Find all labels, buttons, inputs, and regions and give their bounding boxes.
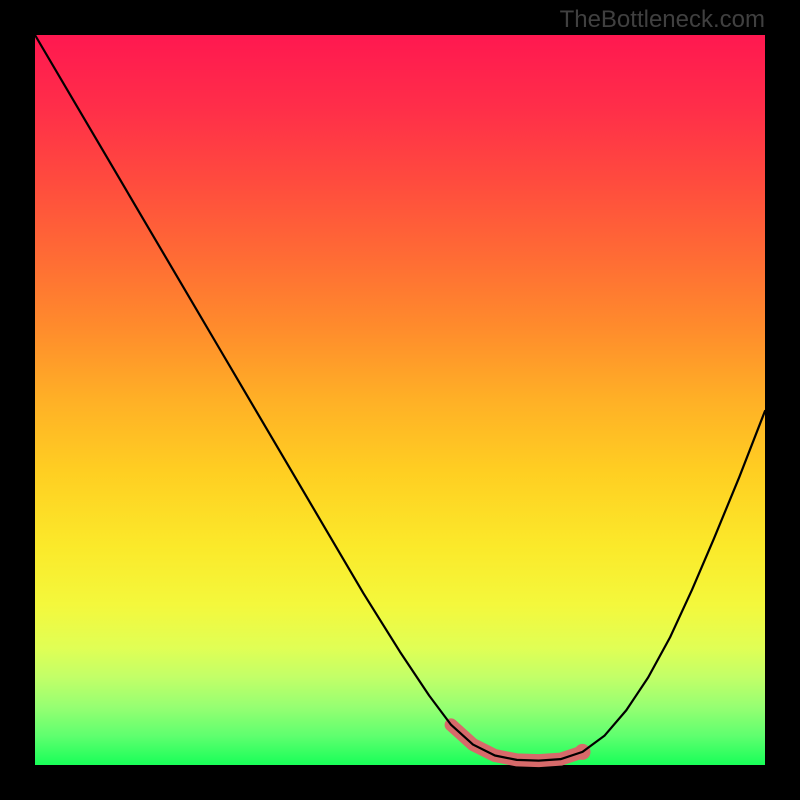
watermark-text: TheBottleneck.com xyxy=(560,6,765,34)
curve-layer xyxy=(35,35,765,765)
chart-container: TheBottleneck.com xyxy=(0,0,800,800)
plot-area xyxy=(35,35,765,765)
bottleneck-curve xyxy=(35,35,765,761)
